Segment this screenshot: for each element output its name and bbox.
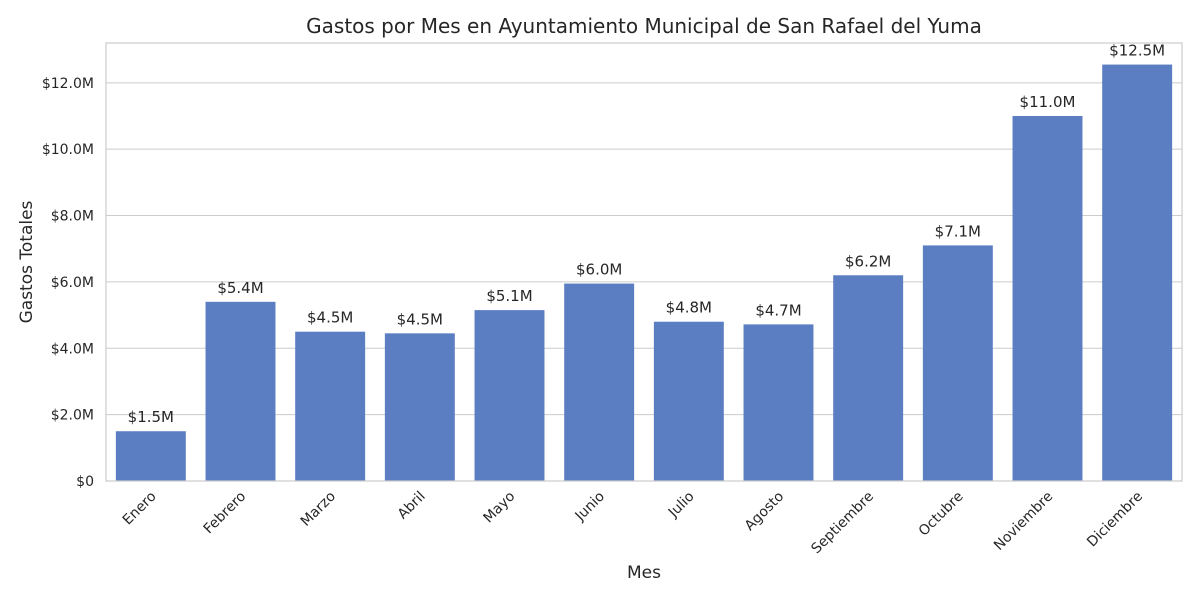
bar-mayo <box>474 310 545 481</box>
bar-marzo <box>295 331 366 481</box>
data-label: $5.4M <box>217 279 263 297</box>
grid-lines <box>106 82 1182 482</box>
y-tick-label: $2.0M <box>51 408 94 424</box>
bar-diciembre <box>1102 64 1173 482</box>
data-label: $4.5M <box>397 310 443 328</box>
data-label: $4.8M <box>666 299 712 317</box>
x-tick-label: Julio <box>665 489 698 522</box>
data-label: $5.1M <box>486 287 532 305</box>
bar-noviembre <box>1012 116 1083 481</box>
bar-febrero <box>205 301 276 481</box>
x-tick-label: Marzo <box>298 489 339 530</box>
y-tick-label: $0 <box>76 474 94 490</box>
y-axis-ticks: $0 $2.0M $4.0M $6.0M $8.0M $10.0M $12.0M <box>42 76 94 490</box>
x-tick-label: Agosto <box>742 489 788 535</box>
x-tick-label: Septiembre <box>808 489 877 558</box>
data-label: $12.5M <box>1109 42 1165 60</box>
bar-julio <box>653 321 724 481</box>
bar-septiembre <box>833 275 904 481</box>
y-tick-label: $8.0M <box>51 209 94 225</box>
plot-frame <box>105 42 1183 482</box>
bar-octubre <box>922 245 993 481</box>
y-tick-label: $4.0M <box>51 341 94 357</box>
bars <box>115 64 1173 482</box>
x-tick-label: Abril <box>395 489 429 523</box>
x-tick-label: Noviembre <box>991 489 1056 554</box>
bar-agosto <box>743 324 814 481</box>
x-tick-label: Diciembre <box>1084 489 1146 551</box>
x-axis-ticks: Enero Febrero Marzo Abril Mayo Junio Julio Agos… <box>120 489 1146 558</box>
bar-enero <box>115 431 186 481</box>
data-label: $6.2M <box>845 252 891 270</box>
x-tick-label: Enero <box>120 489 160 529</box>
bar-abril <box>384 333 455 481</box>
y-tick-label: $10.0M <box>42 142 94 158</box>
data-label: $6.0M <box>576 261 622 279</box>
data-label: $4.5M <box>307 309 353 327</box>
y-tick-label: $12.0M <box>42 76 94 92</box>
x-tick-label: Junio <box>572 489 608 525</box>
data-labels: $1.5M $5.4M $4.5M $4.5M $5.1M $6.0M $4.8M $4.7M… <box>128 42 1165 427</box>
data-label: $4.7M <box>755 301 801 319</box>
data-label: $7.1M <box>935 222 981 240</box>
x-tick-label: Mayo <box>480 489 518 527</box>
chart-title: Gastos por Mes en Ayuntamiento Municipal… <box>306 14 982 38</box>
data-label: $1.5M <box>128 408 174 426</box>
y-axis-label: Gastos Totales <box>17 200 37 323</box>
x-tick-label: Febrero <box>201 489 250 538</box>
x-tick-label: Octubre <box>916 489 967 540</box>
bar-junio <box>564 283 635 481</box>
y-tick-label: $6.0M <box>51 275 94 291</box>
x-axis-label: Mes <box>627 563 661 583</box>
data-label: $11.0M <box>1020 93 1076 111</box>
